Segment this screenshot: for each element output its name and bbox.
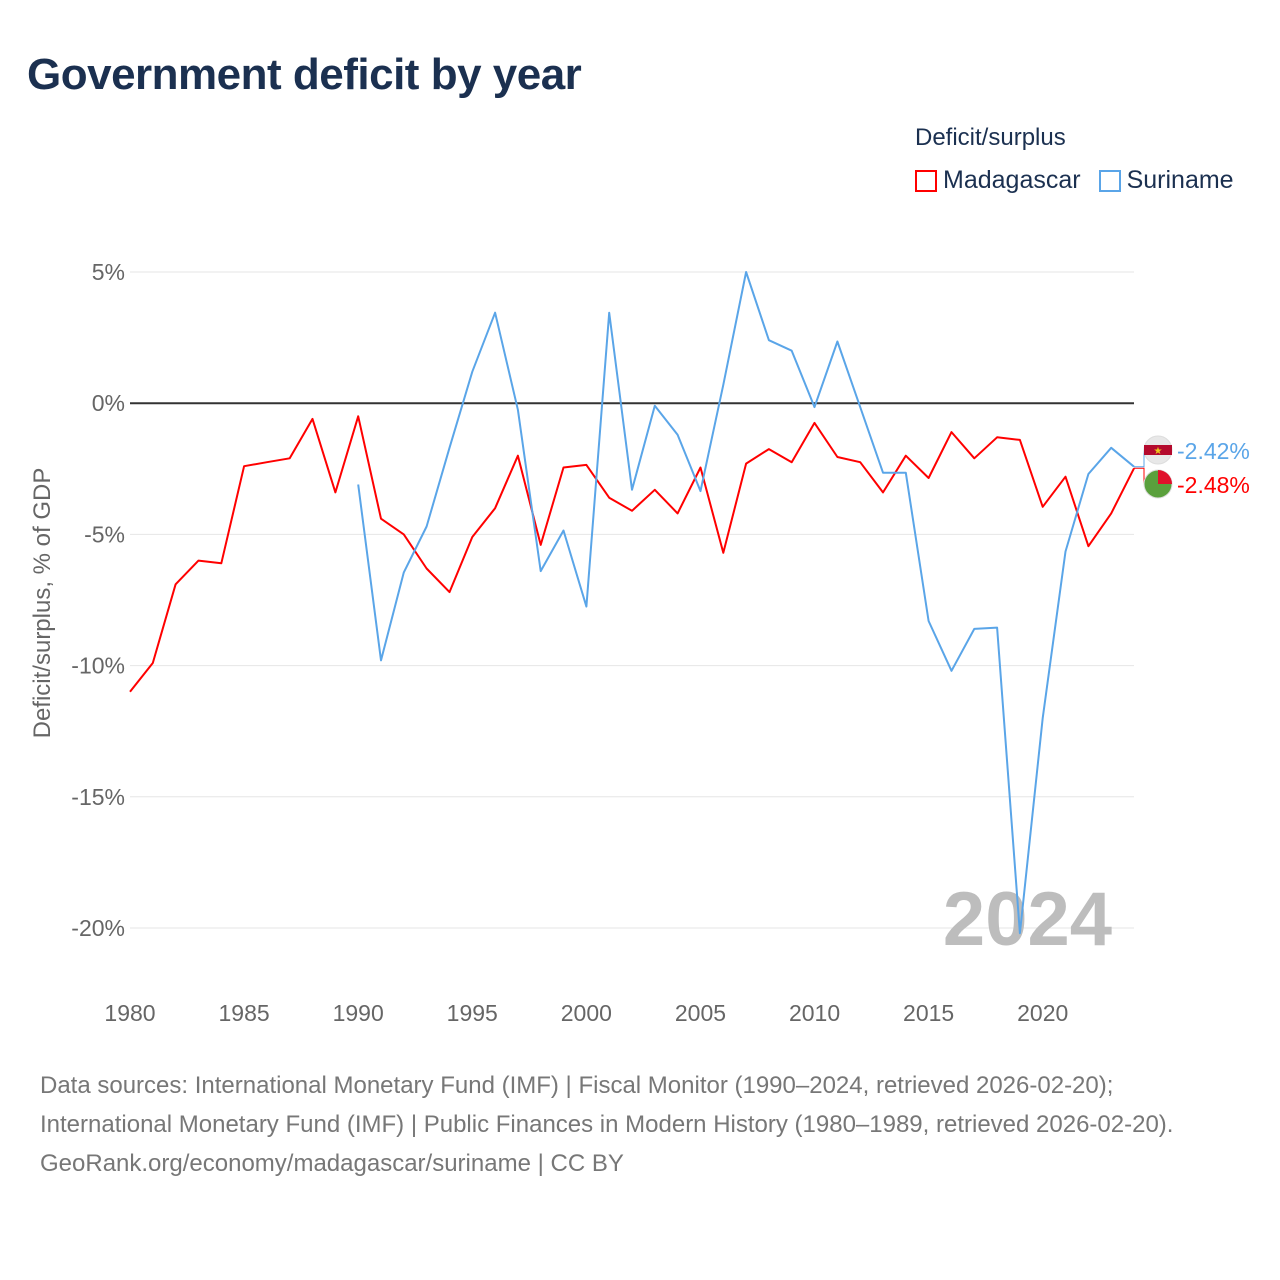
series-line-suriname	[357, 271, 1135, 935]
x-tick-label: 2010	[789, 1000, 840, 1026]
y-tick-label: -15%	[71, 784, 125, 810]
series-line-madagascar	[129, 415, 1135, 693]
y-tick-label: -10%	[71, 653, 125, 679]
y-tick-label: 0%	[92, 390, 125, 416]
year-watermark: 2024	[943, 877, 1112, 962]
x-tick-label: 1985	[219, 1000, 270, 1026]
legend-title: Deficit/surplus	[915, 124, 1066, 151]
credit-link[interactable]: GeoRank.org/economy/madagascar/suriname …	[40, 1150, 624, 1177]
legend-label: Madagascar	[943, 166, 1081, 194]
end-value-label: -2.48%	[1177, 472, 1250, 498]
legend-item-madagascar[interactable]: Madagascar	[915, 166, 1081, 195]
legend-label: Suriname	[1126, 166, 1234, 194]
legend-item-suriname[interactable]: Suriname	[1098, 166, 1234, 195]
end-value-label: -2.42%	[1177, 438, 1250, 464]
data-sources: Data sources: International Monetary Fun…	[40, 1072, 1174, 1138]
x-tick-label: 2020	[1017, 1000, 1068, 1026]
x-tick-label: 2000	[561, 1000, 612, 1026]
y-axis-label: Deficit/surplus, % of GDP	[29, 468, 56, 739]
madagascar-flag-red	[1158, 470, 1172, 484]
y-tick-label: -20%	[71, 915, 125, 941]
footer: Data sources: International Monetary Fun…	[40, 1066, 1240, 1183]
star-icon: ★	[1154, 446, 1163, 457]
x-tick-label: 1995	[447, 1000, 498, 1026]
x-tick-label: 1980	[104, 1000, 155, 1026]
x-tick-label: 2015	[903, 1000, 954, 1026]
legend: Madagascar Suriname	[915, 166, 1234, 195]
legend-swatch-suriname	[1098, 169, 1121, 192]
legend-swatch-madagascar	[915, 169, 937, 192]
chart-title: Government deficit by year	[27, 50, 582, 99]
x-tick-label: 1990	[333, 1000, 384, 1026]
x-tick-label: 2005	[675, 1000, 726, 1026]
y-tick-label: 5%	[92, 259, 125, 285]
y-tick-label: -5%	[84, 521, 125, 547]
suriname-flag-band	[1144, 445, 1172, 455]
